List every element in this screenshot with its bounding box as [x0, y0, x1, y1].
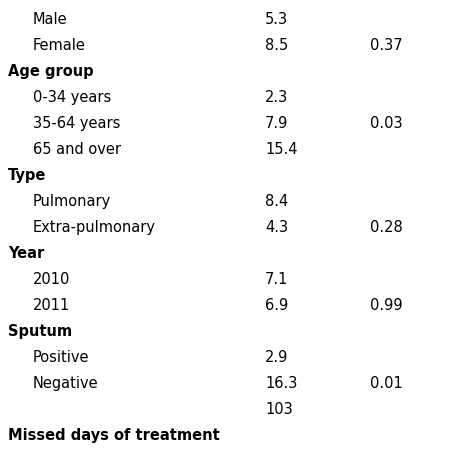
- Text: 8.5: 8.5: [265, 38, 288, 53]
- Text: 7.9: 7.9: [265, 116, 288, 131]
- Text: Positive: Positive: [33, 350, 90, 365]
- Text: Sputum: Sputum: [8, 324, 72, 339]
- Text: 16.3: 16.3: [265, 376, 297, 391]
- Text: 8.4: 8.4: [265, 194, 288, 209]
- Text: 2011: 2011: [33, 298, 70, 313]
- Text: 7.1: 7.1: [265, 272, 288, 287]
- Text: Age group: Age group: [8, 64, 94, 79]
- Text: 0-34 years: 0-34 years: [33, 90, 111, 105]
- Text: 0.28: 0.28: [370, 220, 403, 235]
- Text: Negative: Negative: [33, 376, 99, 391]
- Text: 103: 103: [265, 402, 293, 417]
- Text: 2.3: 2.3: [265, 90, 288, 105]
- Text: 5.3: 5.3: [265, 12, 288, 27]
- Text: 2010: 2010: [33, 272, 70, 287]
- Text: 0.03: 0.03: [370, 116, 402, 131]
- Text: 35-64 years: 35-64 years: [33, 116, 120, 131]
- Text: 0.01: 0.01: [370, 376, 403, 391]
- Text: Type: Type: [8, 168, 46, 183]
- Text: Pulmonary: Pulmonary: [33, 194, 111, 209]
- Text: Male: Male: [33, 12, 68, 27]
- Text: Extra-pulmonary: Extra-pulmonary: [33, 220, 156, 235]
- Text: 0.37: 0.37: [370, 38, 402, 53]
- Text: Missed days of treatment: Missed days of treatment: [8, 428, 220, 443]
- Text: Female: Female: [33, 38, 86, 53]
- Text: 15.4: 15.4: [265, 142, 298, 157]
- Text: Year: Year: [8, 246, 44, 261]
- Text: 2.9: 2.9: [265, 350, 288, 365]
- Text: 6.9: 6.9: [265, 298, 288, 313]
- Text: 0.99: 0.99: [370, 298, 402, 313]
- Text: 4.3: 4.3: [265, 220, 288, 235]
- Text: 65 and over: 65 and over: [33, 142, 121, 157]
